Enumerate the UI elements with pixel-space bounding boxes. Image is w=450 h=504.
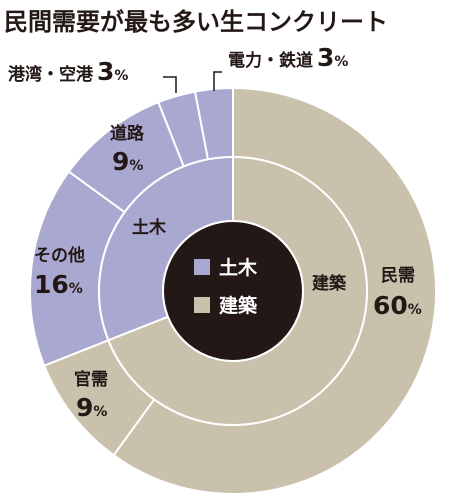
label-denryoku-name: 電力・鉄道 xyxy=(228,50,313,71)
legend: 土木 建築 xyxy=(194,256,258,317)
label-sonota-unit: % xyxy=(69,281,83,297)
svg-text:電力・鉄道3%: 電力・鉄道 3% xyxy=(228,43,348,72)
label-sonota: その他 16% xyxy=(34,245,85,299)
legend-swatch-civil xyxy=(194,259,210,275)
label-kanju-unit: % xyxy=(93,404,107,420)
label-denryoku-value: 3 xyxy=(317,43,334,72)
label-kanju: 官需 9% xyxy=(74,369,108,422)
leader-line-kowan xyxy=(163,76,177,93)
label-kanju-name: 官需 xyxy=(74,369,108,390)
inner-label-civil: 土木 xyxy=(132,217,167,238)
label-denryoku-unit: % xyxy=(334,54,348,70)
label-doro-name: 道路 xyxy=(110,123,145,144)
label-minju-name: 民需 xyxy=(381,266,415,286)
inner-ring xyxy=(98,155,368,426)
label-kowan: 港湾・空港 3% xyxy=(8,57,128,86)
label-kowan-unit: % xyxy=(114,68,128,84)
svg-text:9%: 9% xyxy=(112,147,143,176)
legend-label-building: 建築 xyxy=(219,294,258,317)
label-kanju-value: 9 xyxy=(76,393,93,422)
svg-text:60%: 60% xyxy=(373,291,422,320)
svg-text:9%: 9% xyxy=(76,393,107,422)
chart-title: 民間需要が最も多い生コンクリート xyxy=(4,8,388,36)
svg-text:16%: 16% xyxy=(34,270,83,299)
label-kowan-value: 3 xyxy=(97,57,114,86)
label-doro-unit: % xyxy=(129,158,143,174)
leader-line-denryoku xyxy=(213,71,222,91)
label-kowan-name: 港湾・空港 xyxy=(8,64,94,85)
legend-label-civil: 土木 xyxy=(219,256,258,279)
label-minju-value: 60 xyxy=(373,291,408,320)
label-sonota-name: その他 xyxy=(34,245,85,266)
center-disc xyxy=(162,220,304,362)
label-doro: 道路 9% xyxy=(110,123,145,176)
inner-label-building: 建築 xyxy=(312,273,347,294)
label-sonota-value: 16 xyxy=(34,270,69,299)
svg-text:港湾・空港3%: 港湾・空港 3% xyxy=(8,57,128,86)
legend-swatch-building xyxy=(194,297,210,313)
label-doro-value: 9 xyxy=(112,147,129,176)
label-denryoku: 電力・鉄道 3% xyxy=(228,43,348,72)
label-minju: 民需 60% xyxy=(373,266,422,320)
label-minju-unit: % xyxy=(408,302,422,318)
